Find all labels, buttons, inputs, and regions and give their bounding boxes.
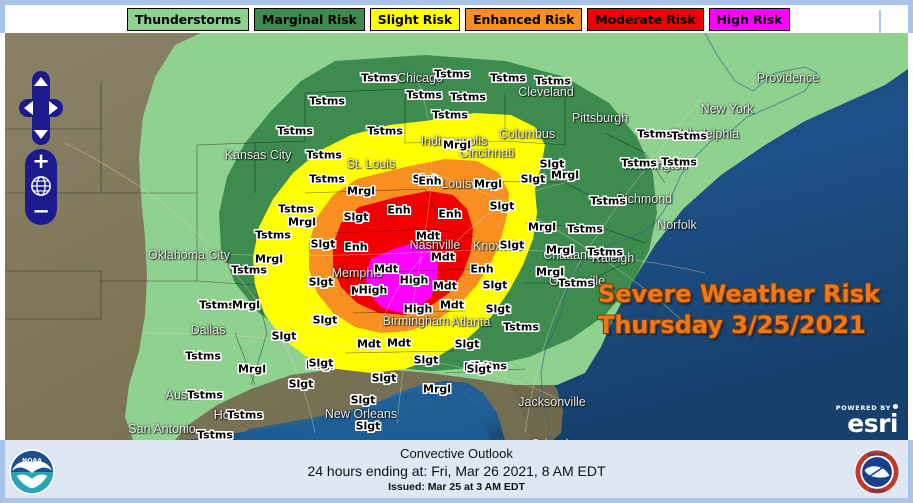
zoom-out-button[interactable]: − (32, 199, 50, 223)
pan-right-icon[interactable] (49, 101, 58, 115)
outlook-map[interactable]: + − Chicago Indianapolis Columbus Cincinnat… (5, 33, 908, 440)
footer-left-border (0, 440, 5, 503)
footer-bottom-border (0, 498, 913, 503)
map-graphic (5, 33, 908, 440)
footer-issued-time: Issued: Mar 25 at 3 AM EDT (388, 481, 525, 493)
nws-logo: WEATHER SERVICE (854, 449, 900, 495)
footer-valid-period: 24 hours ending at: Fri, Mar 26 2021, 8 … (307, 463, 606, 479)
footer-text-block: Convective Outlook 24 hours ending at: F… (5, 440, 908, 494)
legend-chip-marginal-risk[interactable]: Marginal Risk (254, 7, 365, 31)
globe-icon[interactable] (30, 175, 52, 197)
risk-area-high (365, 243, 437, 313)
svg-text:NOAA: NOAA (22, 457, 42, 464)
pan-left-icon[interactable] (24, 101, 33, 115)
legend-chip-enhanced-risk[interactable]: Enhanced Risk (465, 7, 583, 31)
footer-right-border (908, 440, 913, 503)
svg-text:SERVICE: SERVICE (869, 489, 886, 493)
pan-up-icon[interactable] (34, 77, 48, 86)
legend-chip-thunderstorms[interactable]: Thunderstorms (127, 7, 250, 31)
map-navigation-controls[interactable]: + − (19, 71, 63, 225)
legend-chip-slight-risk[interactable]: Slight Risk (369, 7, 461, 31)
outlook-footer: Convective Outlook 24 hours ending at: F… (5, 440, 908, 498)
noaa-logo: NOAA (9, 449, 55, 495)
zoom-control[interactable]: + − (25, 149, 57, 225)
risk-legend-bar: Thunderstorms Marginal Risk Slight Risk Enh… (0, 0, 913, 33)
svg-text:WEATHER: WEATHER (868, 453, 887, 457)
legend-chip-moderate-risk[interactable]: Moderate Risk (587, 7, 704, 31)
zoom-in-button[interactable]: + (32, 149, 50, 173)
legend-divider (879, 10, 881, 33)
risk-legend-items: Thunderstorms Marginal Risk Slight Risk Enh… (127, 7, 791, 31)
state-borders (5, 83, 666, 386)
road-network (64, 72, 706, 434)
pan-down-icon[interactable] (34, 130, 48, 139)
pan-control[interactable] (19, 71, 63, 145)
footer-title: Convective Outlook (400, 446, 513, 461)
legend-chip-high-risk[interactable]: High Risk (708, 7, 791, 31)
